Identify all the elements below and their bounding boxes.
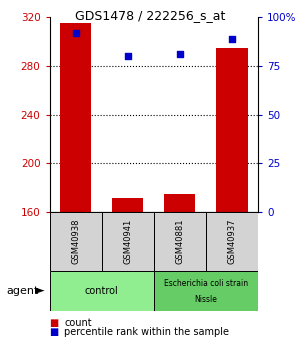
FancyBboxPatch shape xyxy=(102,212,154,271)
Bar xyxy=(60,23,91,212)
FancyBboxPatch shape xyxy=(50,212,102,271)
FancyBboxPatch shape xyxy=(50,271,154,310)
Text: control: control xyxy=(85,286,118,296)
Bar xyxy=(112,198,143,212)
Text: count: count xyxy=(64,318,92,327)
Text: GSM40937: GSM40937 xyxy=(227,219,236,264)
Bar xyxy=(164,194,196,212)
Point xyxy=(177,51,182,57)
FancyBboxPatch shape xyxy=(154,271,258,310)
Point xyxy=(73,30,78,36)
Text: GSM40938: GSM40938 xyxy=(71,219,80,264)
FancyBboxPatch shape xyxy=(206,212,258,271)
Text: ■: ■ xyxy=(50,327,59,337)
FancyBboxPatch shape xyxy=(154,212,206,271)
Text: ►: ► xyxy=(34,284,44,297)
Text: agent: agent xyxy=(6,286,38,296)
Text: Escherichia coli strain: Escherichia coli strain xyxy=(164,279,248,288)
Text: percentile rank within the sample: percentile rank within the sample xyxy=(64,327,230,337)
Text: ■: ■ xyxy=(50,318,59,327)
Text: GSM40941: GSM40941 xyxy=(123,219,132,264)
Point xyxy=(230,36,234,41)
Point xyxy=(125,53,130,59)
Text: GSM40881: GSM40881 xyxy=(175,219,184,264)
Text: GDS1478 / 222256_s_at: GDS1478 / 222256_s_at xyxy=(75,9,225,22)
Text: Nissle: Nissle xyxy=(194,295,217,304)
Bar xyxy=(216,48,247,212)
